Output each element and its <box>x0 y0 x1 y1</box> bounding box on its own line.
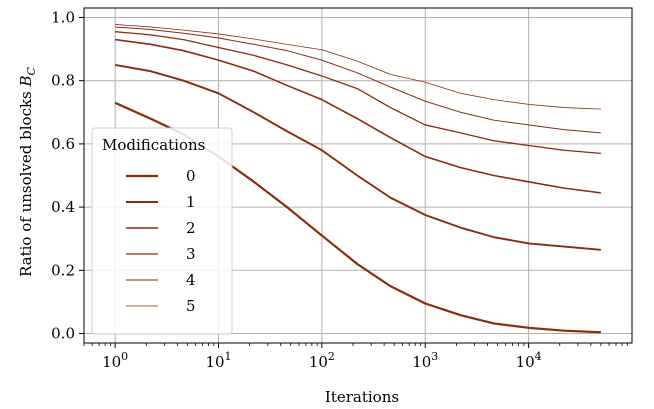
legend-entries: 0 1 2 3 4 5 <box>126 167 196 315</box>
y-tick-label: 1.0 <box>51 8 75 26</box>
legend-label-3: 3 <box>186 245 196 263</box>
series-line-4 <box>115 26 601 134</box>
legend-label-1: 1 <box>186 193 196 211</box>
series-line-3 <box>115 31 601 155</box>
plot-area-frame <box>83 7 633 344</box>
y-tick-label: 0.6 <box>51 135 75 153</box>
x-tick-label: 103 <box>412 350 438 371</box>
y-axis-label-symbol: B <box>17 75 35 87</box>
legend-title: Modifications <box>102 136 205 154</box>
x-tick-label: 104 <box>516 350 542 371</box>
series-line-2 <box>115 38 601 194</box>
y-tick-label: 0.2 <box>51 261 75 279</box>
y-axis-label-subscript: C <box>25 66 38 75</box>
y-tick-label: 0.0 <box>51 325 75 343</box>
y-axis-label: Ratio of unsolved blocks BC <box>17 66 38 277</box>
legend-label-0: 0 <box>186 167 196 185</box>
x-tick-label: 100 <box>102 350 128 371</box>
legend-label-4: 4 <box>186 271 196 289</box>
series-line-5 <box>115 24 601 110</box>
y-tick-label: 0.4 <box>51 198 75 216</box>
y-axis-label-text: Ratio of unsolved blocks <box>17 86 35 277</box>
x-tick-label: 101 <box>205 350 231 371</box>
legend-label-5: 5 <box>186 297 196 315</box>
legend-box <box>91 127 233 335</box>
legend-label-2: 2 <box>186 219 196 237</box>
legend: Modifications 0 1 2 3 4 5 <box>91 127 233 335</box>
x-tick-label: 102 <box>309 350 335 371</box>
axis-ticks <box>79 16 628 348</box>
series-line-1 <box>114 63 601 251</box>
x-axis-label: Iterations <box>325 388 399 406</box>
y-tick-label: 0.8 <box>51 72 75 90</box>
